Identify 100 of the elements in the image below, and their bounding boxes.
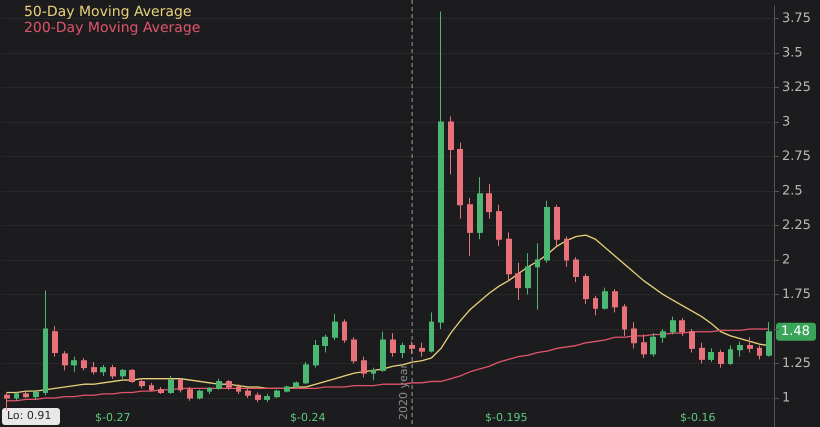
text: 50-Day Moving Average [24,4,192,20]
candlestick [593,295,598,316]
candlestick [100,364,106,376]
candlestick [409,340,415,354]
candlestick [689,328,695,353]
annotation: $-0.24 [290,411,326,424]
candlestick [351,336,357,364]
candlestick [429,312,434,353]
candlestick [506,232,512,282]
candlestick [322,334,328,353]
candlestick [149,382,154,392]
candlestick [554,204,560,247]
candlestick [766,322,772,358]
candlestick [650,332,656,358]
candlestick [91,362,97,376]
candlestick [718,349,724,368]
candlestick [486,184,492,220]
candlestick [457,142,463,220]
candlestick [535,242,540,310]
candlestick [728,345,733,366]
candlestick [757,345,762,360]
candlestick [660,328,666,344]
candlestick [264,393,270,403]
candlestick [573,256,579,283]
text: 200-Day Moving Average [24,20,200,36]
candlestick [303,362,309,385]
candlestick [583,273,589,305]
candlestick [274,389,280,399]
candlestick [178,378,183,393]
candlestick [641,334,647,358]
candlestick [438,11,444,330]
candlestick [313,340,319,368]
candlestick [631,322,637,349]
candlestick [255,392,261,403]
candlestick [612,288,618,313]
candlestick [245,388,251,399]
text: 1.48 [781,324,810,339]
candlestick [62,350,68,371]
y-tick-label: 1.75 [782,286,811,302]
annotation: $-0.195 [485,411,528,424]
y-tick-label: 3.25 [782,80,811,95]
candlestick [293,380,299,389]
candlestick [361,356,367,378]
candlestick [43,290,48,396]
candlestick [14,392,19,402]
annotation: $-0.16 [680,411,716,424]
candlestick [23,390,29,399]
y-tick-label: 2.25 [782,218,811,233]
candlestick [477,176,483,240]
candlestick [139,378,145,389]
y-tick-label: 3.75 [782,10,811,26]
candlestick [679,317,685,336]
candlestick [419,342,425,358]
y-tick-label: 2.5 [782,183,803,198]
y-tick-label: 3.5 [782,45,803,60]
candlestick [390,332,396,358]
candlestick [216,378,222,390]
annotation: Lo: 0.91 [7,409,52,422]
candlestick [284,385,290,393]
y-tick-label: 2 [782,252,790,268]
candlestick [332,313,338,341]
candlestick [544,200,550,264]
y-tick-label: 1.25 [782,356,811,372]
candlestick [81,357,87,371]
y-tick-label: 1 [782,390,790,406]
candlestick [708,348,714,363]
candlestick [342,318,347,344]
candlestick [670,316,676,336]
y-tick-label: 2.75 [782,148,811,164]
annotation: 2020 year [397,363,410,420]
candlestick [737,340,743,358]
candlestick [564,236,569,268]
candlestick [71,356,77,372]
candlestick [120,368,126,380]
candlestick [158,386,164,394]
candlestick [448,116,454,175]
candlestick [400,342,405,358]
candlestick [496,204,502,247]
candlestick [168,375,174,394]
candlestick [747,336,753,353]
candlestick [110,364,116,380]
candlestick [226,380,232,390]
candlestick [515,262,521,301]
candlestick [525,252,531,295]
candlestick [380,331,386,372]
candlestick [236,384,241,394]
y-tick-label: 3 [782,114,790,130]
candlestick [699,342,705,364]
candlestick [467,197,473,256]
candlestick [52,326,58,358]
candlestick [622,304,627,336]
candlestick [371,367,376,381]
candlestick [187,386,193,402]
candlestick [4,392,10,411]
candlestick [602,287,608,310]
annotation: $-0.27 [95,411,130,424]
candlestick [207,386,212,394]
candlestick [33,389,39,400]
candlestick [129,368,135,384]
candlestick [197,389,203,400]
